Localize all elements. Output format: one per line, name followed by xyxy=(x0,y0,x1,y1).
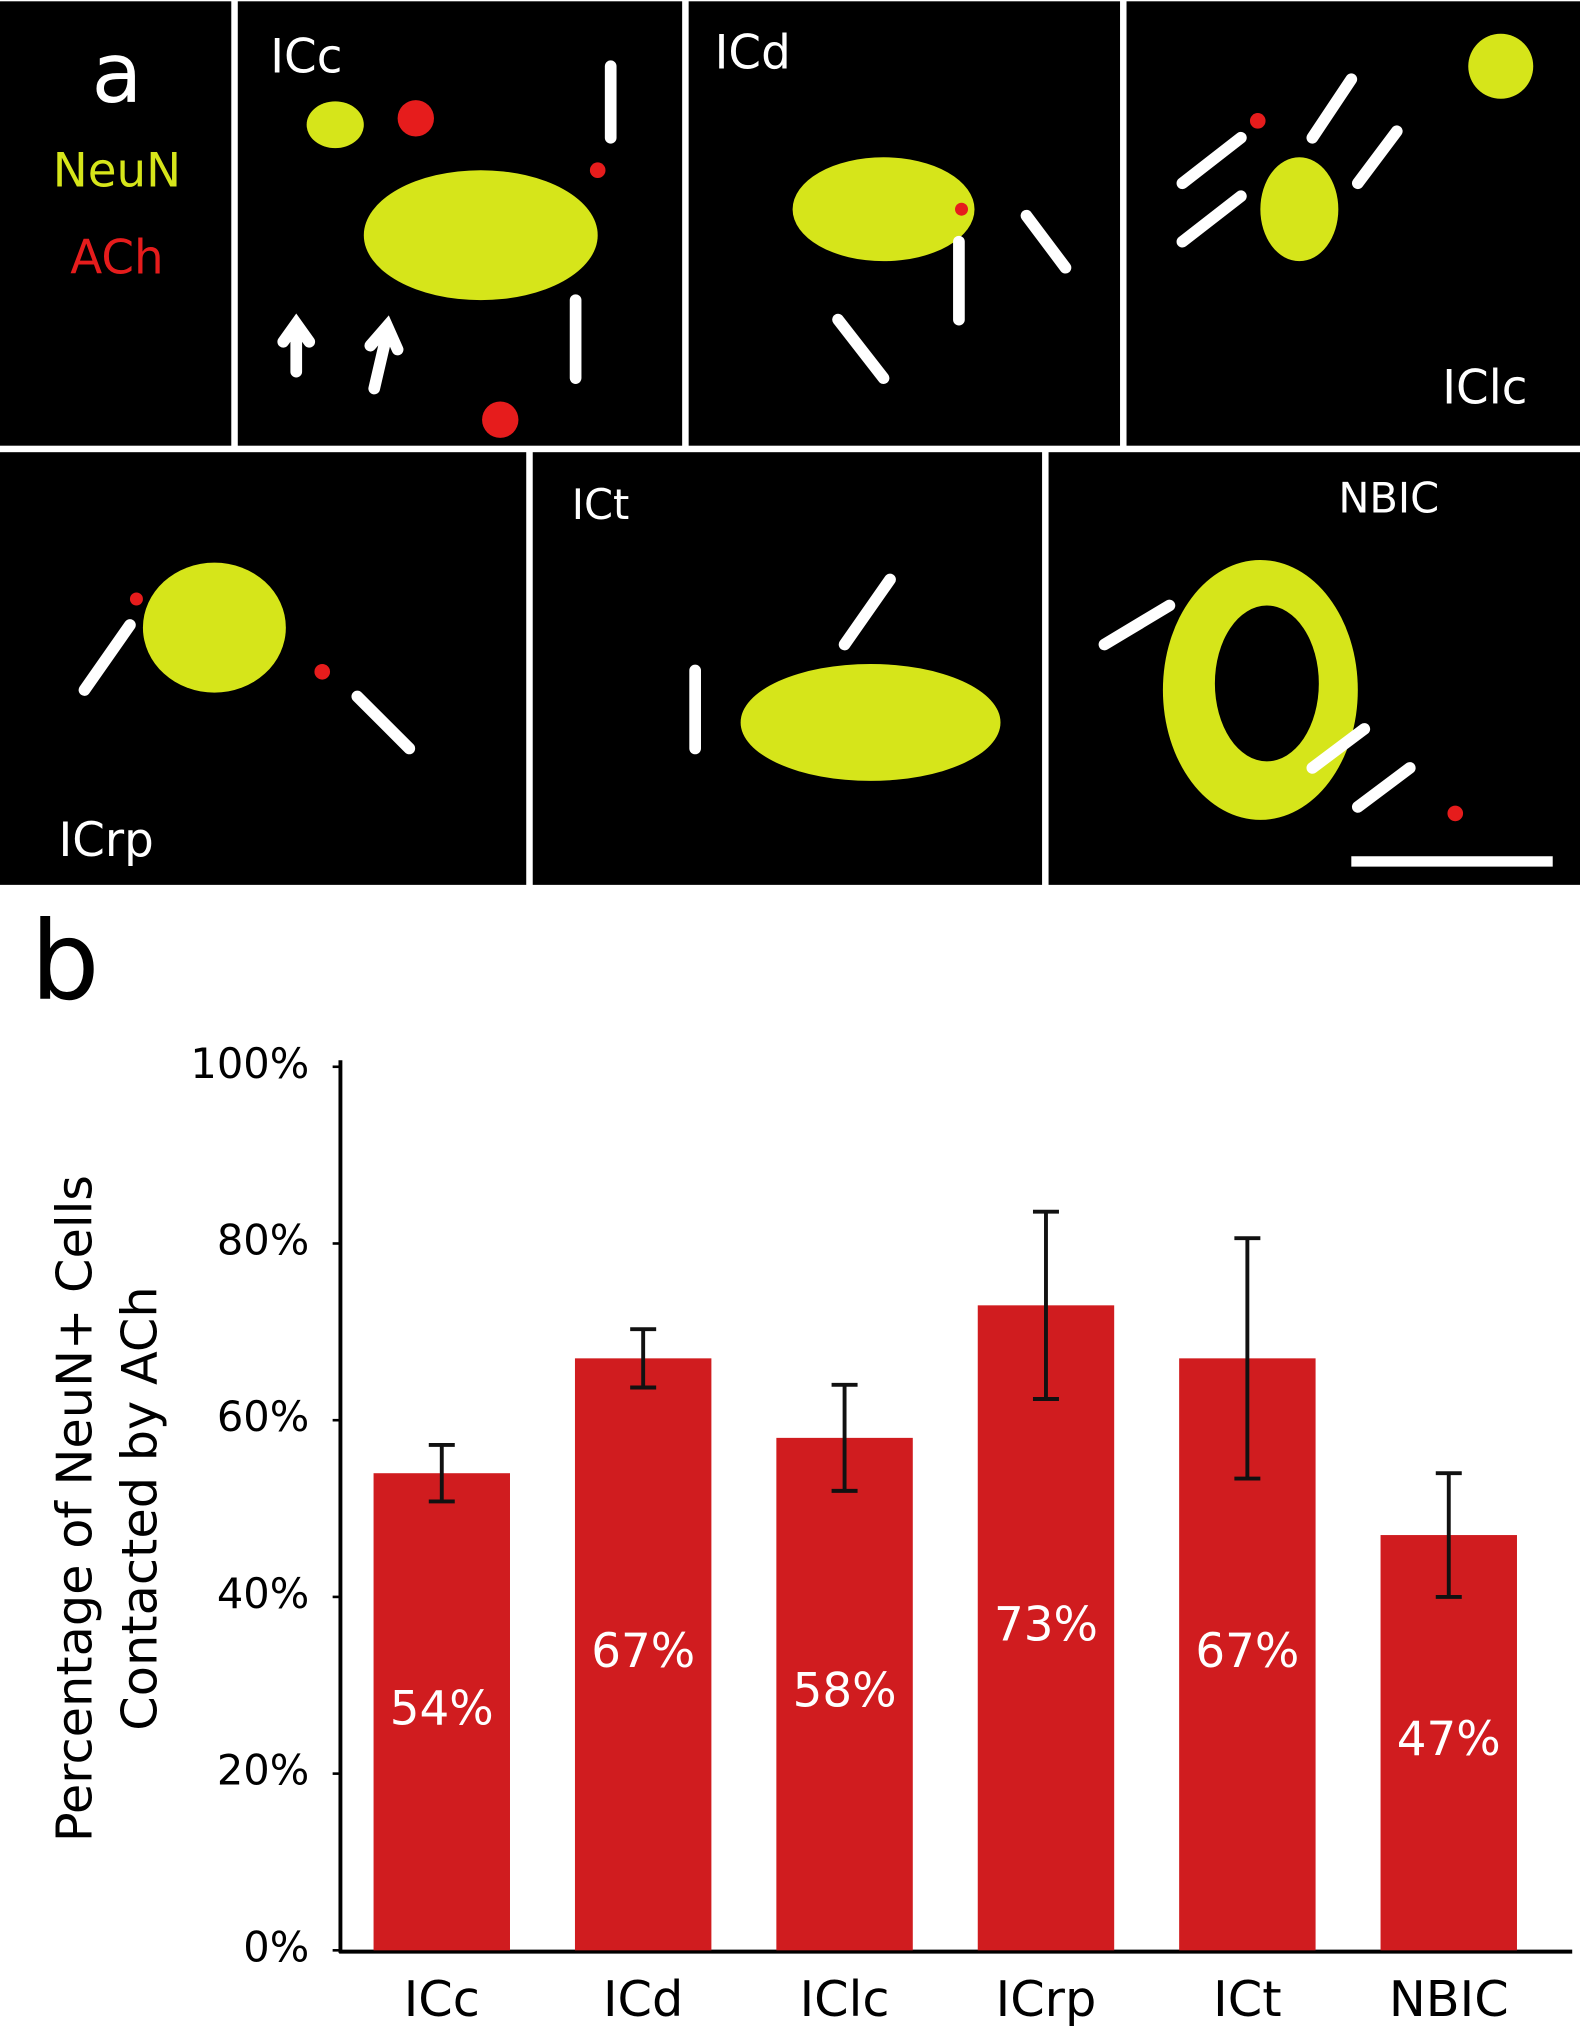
arrow xyxy=(277,313,316,378)
value-label: 73% xyxy=(994,1598,1098,1652)
value-label: 58% xyxy=(793,1665,897,1719)
y-tick-label: 40% xyxy=(217,1569,309,1618)
value-label: 54% xyxy=(390,1682,494,1736)
image-label: ICc xyxy=(270,30,342,84)
bar xyxy=(373,1473,510,1951)
image-label: ICd xyxy=(715,26,791,80)
y-tick-label: 100% xyxy=(190,1039,309,1088)
bar xyxy=(776,1437,913,1951)
punctum xyxy=(1249,113,1266,129)
image-label: NBIC xyxy=(1338,474,1439,523)
bar xyxy=(977,1305,1115,1951)
arrow xyxy=(1306,723,1371,774)
y-axis-title: Percentage of NeuN+ Cells Contacted by A… xyxy=(45,1175,168,1842)
y-tick-label: 20% xyxy=(217,1746,309,1795)
arrow xyxy=(1176,190,1247,248)
cell xyxy=(792,157,975,262)
puncta xyxy=(129,100,1464,822)
y-tick-label: 0% xyxy=(243,1922,309,1971)
arrow xyxy=(364,315,404,395)
cell xyxy=(363,170,598,301)
arrow xyxy=(1020,209,1072,274)
image-label: IClc xyxy=(1442,362,1527,416)
micrographs xyxy=(0,1,1580,885)
panel-label: a xyxy=(91,25,142,122)
arrow xyxy=(832,313,890,384)
value-label: 67% xyxy=(1195,1625,1299,1679)
punctum xyxy=(129,592,143,606)
value-label: 67% xyxy=(591,1625,695,1679)
legend-entry: NeuN xyxy=(53,145,181,199)
cells xyxy=(142,33,1534,820)
y-tick-label: 60% xyxy=(217,1392,309,1441)
x-tick-label: NBIC xyxy=(1389,1970,1509,2028)
y-axis-title-line: Percentage of NeuN+ Cells xyxy=(45,1175,103,1842)
y-tick-label: 80% xyxy=(217,1215,309,1264)
cell xyxy=(1260,157,1339,262)
x-tick-label: ICrp xyxy=(996,1970,1097,2028)
punctum xyxy=(589,162,606,179)
image-label: ICt xyxy=(572,480,630,529)
arrow xyxy=(1176,131,1247,190)
arrow xyxy=(351,690,416,755)
cell xyxy=(306,101,364,149)
y-axis-title-line: Contacted by ACh xyxy=(110,1286,168,1730)
x-tick-label: ICc xyxy=(404,1970,480,2028)
arrow xyxy=(1351,762,1416,813)
punctum xyxy=(482,401,519,438)
arrows xyxy=(78,60,1416,813)
arrow xyxy=(838,573,896,651)
cell xyxy=(142,562,286,693)
cell xyxy=(740,663,1001,781)
x-tick-label: ICt xyxy=(1213,1970,1281,2028)
nucleus xyxy=(1214,605,1319,762)
value-label: 47% xyxy=(1397,1713,1501,1767)
image-panel xyxy=(532,452,1043,885)
bar xyxy=(574,1358,712,1951)
arrow xyxy=(1351,125,1403,190)
arrow xyxy=(78,619,136,696)
cell xyxy=(1468,33,1534,99)
image-label: ICrp xyxy=(58,814,153,868)
punctum xyxy=(955,202,969,216)
punctum xyxy=(397,100,434,137)
arrow xyxy=(1306,73,1358,144)
legend-entry: ACh xyxy=(70,232,163,286)
punctum xyxy=(1447,805,1464,822)
x-tick-label: ICd xyxy=(603,1970,683,2028)
legend-panel xyxy=(0,1,232,446)
punctum xyxy=(314,663,331,680)
panel-label: b xyxy=(30,898,99,1025)
arrow xyxy=(1098,599,1176,651)
bar xyxy=(1380,1535,1517,1951)
x-tick-label: IClc xyxy=(800,1970,890,2028)
